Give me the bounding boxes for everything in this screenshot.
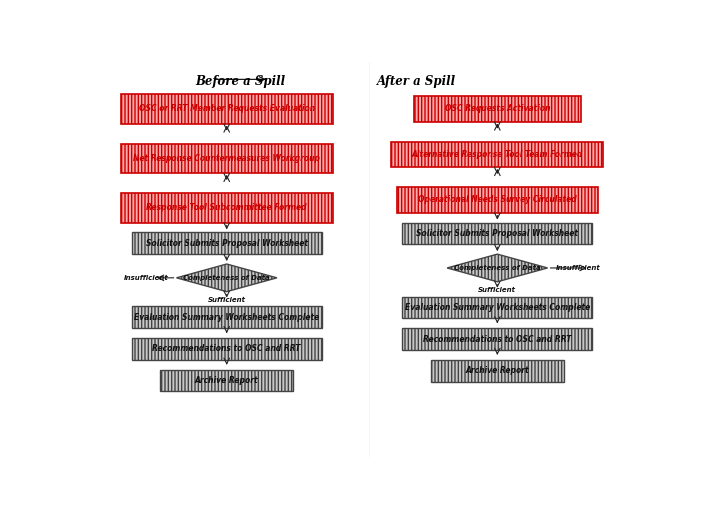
- Text: Sufficient: Sufficient: [478, 287, 516, 293]
- FancyBboxPatch shape: [413, 96, 581, 122]
- Text: Solicitor Submits Proposal Worksheet: Solicitor Submits Proposal Worksheet: [416, 229, 578, 238]
- Text: Alternative Response Tool Team Formed: Alternative Response Tool Team Formed: [412, 150, 583, 159]
- Text: Solicitor Submits Proposal Worksheet: Solicitor Submits Proposal Worksheet: [145, 239, 307, 248]
- Text: After a Spill: After a Spill: [377, 75, 456, 88]
- Text: Net Response Countermeasures Workgroup: Net Response Countermeasures Workgroup: [133, 154, 320, 163]
- Text: Insufficient: Insufficient: [123, 275, 168, 281]
- FancyBboxPatch shape: [431, 360, 564, 382]
- Text: Before a Spill: Before a Spill: [196, 75, 286, 88]
- Text: Evaluation Summary Worksheets Complete: Evaluation Summary Worksheets Complete: [134, 313, 320, 322]
- FancyBboxPatch shape: [121, 144, 333, 173]
- FancyBboxPatch shape: [132, 232, 322, 254]
- FancyBboxPatch shape: [392, 142, 603, 167]
- FancyBboxPatch shape: [402, 328, 592, 350]
- Polygon shape: [176, 264, 277, 292]
- Text: Completeness of Data: Completeness of Data: [454, 265, 541, 271]
- Text: Archive Report: Archive Report: [195, 376, 258, 385]
- FancyBboxPatch shape: [397, 187, 598, 213]
- Text: OSC Requests Activation: OSC Requests Activation: [444, 105, 550, 113]
- Text: Operational Needs Survey Circulated: Operational Needs Survey Circulated: [418, 195, 577, 204]
- Text: Evaluation Summary Worksheets Complete: Evaluation Summary Worksheets Complete: [405, 303, 590, 312]
- Text: Recommendations to OSC and RRT: Recommendations to OSC and RRT: [423, 334, 572, 344]
- Text: OSC or RRT Member Requests Evaluation: OSC or RRT Member Requests Evaluation: [139, 105, 315, 113]
- FancyBboxPatch shape: [402, 297, 592, 319]
- Text: Recommendations to OSC and RRT: Recommendations to OSC and RRT: [153, 344, 301, 353]
- FancyBboxPatch shape: [132, 306, 322, 328]
- Text: Insufficient: Insufficient: [556, 265, 600, 271]
- Text: Sufficient: Sufficient: [207, 297, 246, 303]
- FancyBboxPatch shape: [132, 338, 322, 360]
- Text: Response Tool Subcommittee Formed: Response Tool Subcommittee Formed: [146, 203, 307, 212]
- FancyBboxPatch shape: [121, 94, 333, 124]
- FancyBboxPatch shape: [121, 193, 333, 223]
- Text: Completeness of Data: Completeness of Data: [184, 275, 270, 281]
- Text: Archive Report: Archive Report: [466, 366, 529, 375]
- Polygon shape: [447, 254, 547, 282]
- FancyBboxPatch shape: [161, 370, 293, 391]
- FancyBboxPatch shape: [402, 223, 592, 244]
